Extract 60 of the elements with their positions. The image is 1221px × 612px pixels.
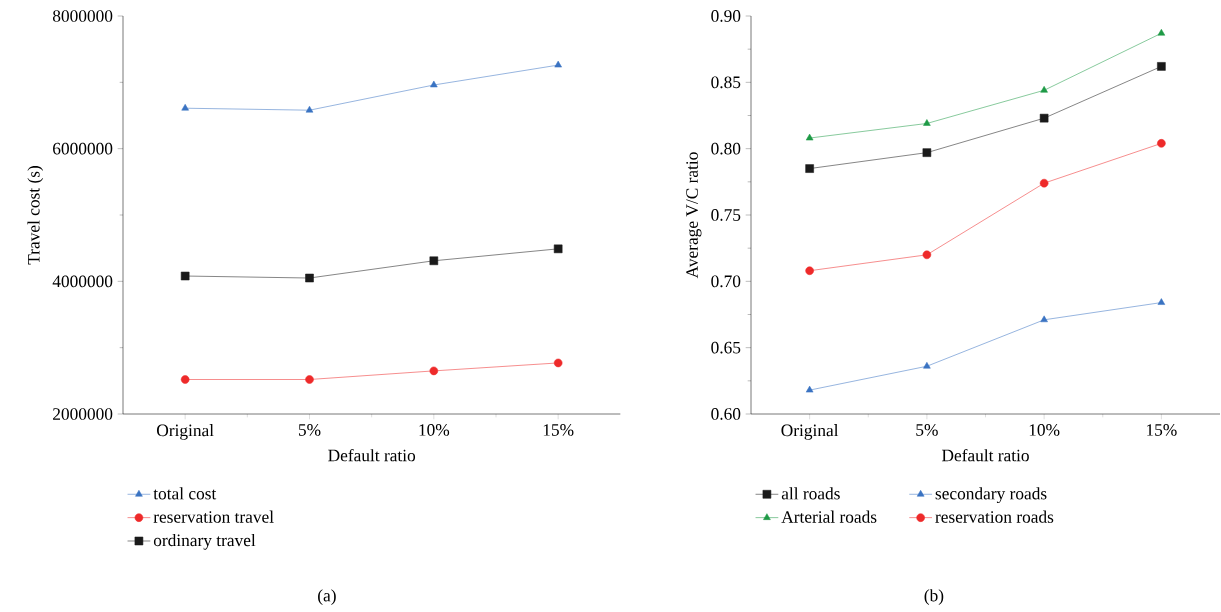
legend-label: ordinary travel [153,533,256,550]
legend-label: secondary roads [935,487,1047,504]
x-axis-title: Default ratio [328,448,416,462]
point [805,133,814,141]
x-tick-label: Original [157,424,214,440]
y-tick-label: 0.65 [711,341,741,354]
point [805,385,814,393]
point [923,361,931,369]
legend-label: Arterial roads [781,510,877,523]
point [305,273,314,283]
x-axis-title: Default ratio [941,448,1029,462]
x-tick-label: Original [781,424,839,440]
x-tick-label: 5% [298,424,321,436]
x-tick-label: 5% [916,424,938,436]
y-tick-label: 8000000 [52,10,113,22]
point [805,164,814,173]
y-tick-label: 0.70 [711,275,741,288]
point [430,80,438,88]
x-tick-label: 15% [543,424,574,436]
point [429,366,439,376]
point [1157,62,1166,71]
y-axis-title: Travel cost (s) [27,166,44,265]
legend-label: reservation travel [153,510,274,523]
point [1157,139,1166,148]
y-axis-title: Average V/C ratio [686,152,702,279]
x-tick-label: 10% [1029,424,1060,436]
text: (b) [924,589,944,605]
point [553,358,563,368]
y-tick-label: 0.75 [711,209,741,221]
point [1157,28,1166,36]
point [805,266,814,275]
point [181,103,189,111]
point [1039,113,1049,123]
y-tick-label: 2000000 [53,408,113,420]
point [1157,298,1166,305]
point [923,119,931,126]
point [922,250,932,260]
legend-label: all roads [781,487,840,500]
y-tick-label: 0.60 [711,408,741,420]
point [305,105,314,113]
point [180,375,190,384]
legend-label: total cost [153,487,217,500]
x-tick-label: 10% [419,424,450,436]
point [553,244,563,254]
legend-label: reservation roads [935,510,1054,523]
y-tick-label: 6000000 [53,142,113,155]
point [180,271,190,281]
y-tick-label: 0.80 [711,142,741,155]
point [1040,86,1048,93]
point [1039,178,1049,188]
text: (a) [318,589,336,605]
x-tick-label: 15% [1147,424,1177,436]
point [554,60,562,68]
point [305,375,314,384]
y-tick-label: 0.90 [711,10,741,22]
point [429,256,439,266]
y-tick-label: 4000000 [52,275,113,288]
point [922,148,932,157]
point [1040,315,1048,323]
y-tick-label: 0.85 [711,76,741,89]
